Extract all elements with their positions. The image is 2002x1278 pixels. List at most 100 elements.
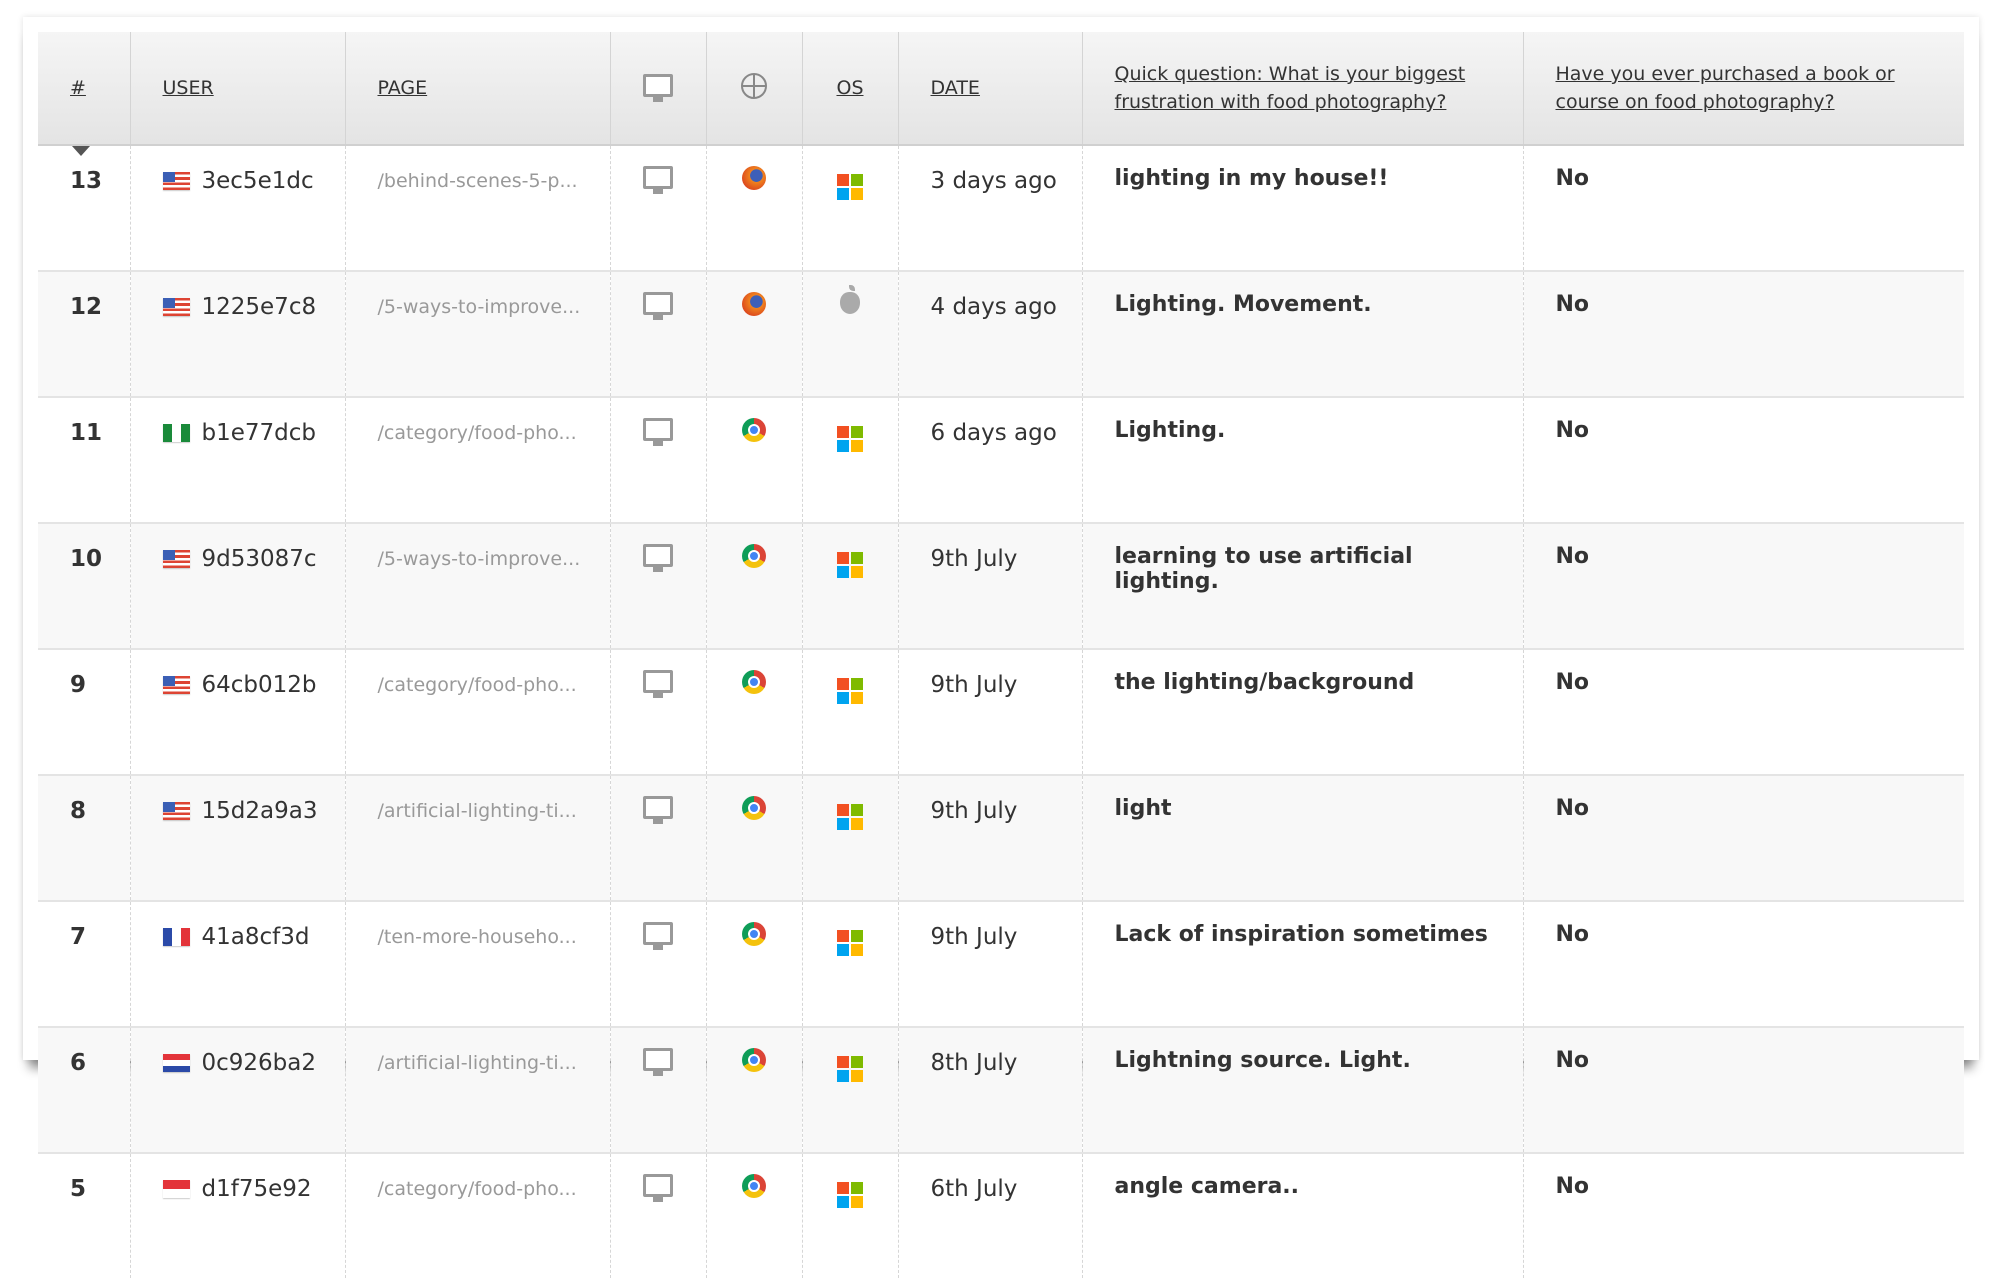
page-cell[interactable]: /5-ways-to-improve... bbox=[345, 271, 611, 398]
user-cell[interactable]: 15d2a9a3 bbox=[130, 775, 346, 902]
browser-cell bbox=[706, 649, 803, 776]
answer-q1: light bbox=[1082, 775, 1524, 902]
col-num[interactable]: # bbox=[38, 32, 131, 156]
sort-date-link[interactable]: DATE bbox=[930, 77, 980, 99]
col-browser[interactable] bbox=[706, 32, 803, 146]
monitor-icon[interactable] bbox=[643, 74, 673, 102]
answer-q1: Lightning source. Light. bbox=[1082, 1027, 1524, 1154]
user-cell[interactable]: b1e77dcb bbox=[130, 397, 346, 524]
chrome-icon bbox=[742, 1174, 766, 1198]
row-number: 8 bbox=[38, 775, 131, 902]
user-cell[interactable]: 1225e7c8 bbox=[130, 271, 346, 398]
flag-us-icon bbox=[162, 172, 190, 190]
answer-q2: No bbox=[1523, 271, 1964, 398]
os-cell bbox=[802, 145, 899, 272]
answer-q2: No bbox=[1523, 1027, 1964, 1154]
os-cell bbox=[802, 649, 899, 776]
answer-q1: learning to use artificial lighting. bbox=[1082, 523, 1524, 650]
desktop-icon bbox=[643, 418, 673, 446]
user-id[interactable]: 0c926ba2 bbox=[201, 1050, 317, 1076]
chrome-icon bbox=[742, 418, 766, 442]
row-number: 9 bbox=[38, 649, 131, 776]
row-number: 13 bbox=[38, 145, 131, 272]
table-row[interactable]: 10 9d53087c/5-ways-to-improve... 9th July l… bbox=[38, 523, 1964, 650]
device-cell bbox=[610, 901, 707, 1028]
os-cell bbox=[802, 397, 899, 524]
user-id[interactable]: 64cb012b bbox=[201, 672, 317, 698]
user-id[interactable]: 41a8cf3d bbox=[201, 924, 310, 950]
col-date[interactable]: DATE bbox=[898, 32, 1083, 146]
os-cell bbox=[802, 775, 899, 902]
answer-q2: No bbox=[1523, 145, 1964, 272]
os-cell bbox=[802, 523, 899, 650]
os-cell bbox=[802, 271, 899, 398]
user-cell[interactable]: 3ec5e1dc bbox=[130, 145, 346, 272]
col-device[interactable] bbox=[610, 32, 707, 146]
table-row[interactable]: 7 41a8cf3d/ten-more-househo... 9th July Lac… bbox=[38, 901, 1964, 1028]
answer-q2: No bbox=[1523, 649, 1964, 776]
answer-q1: the lighting/background bbox=[1082, 649, 1524, 776]
table-row[interactable]: 11 b1e77dcb/category/food-pho... 6 days ag… bbox=[38, 397, 1964, 524]
user-id[interactable]: 15d2a9a3 bbox=[201, 798, 318, 824]
date-cell: 9th July bbox=[898, 523, 1083, 650]
user-id[interactable]: d1f75e92 bbox=[201, 1176, 312, 1202]
page-cell[interactable]: /5-ways-to-improve... bbox=[345, 523, 611, 650]
desktop-icon bbox=[643, 670, 673, 698]
browser-cell bbox=[706, 523, 803, 650]
page-cell[interactable]: /artificial-lighting-ti... bbox=[345, 775, 611, 902]
sort-os-link[interactable]: OS bbox=[836, 77, 864, 99]
page-cell[interactable]: /ten-more-househo... bbox=[345, 901, 611, 1028]
table-row[interactable]: 5 d1f75e92/category/food-pho... 6th July an… bbox=[38, 1153, 1964, 1278]
table-row[interactable]: 12 1225e7c8/5-ways-to-improve... 4 days ag… bbox=[38, 271, 1964, 398]
firefox-icon bbox=[742, 292, 766, 316]
header-row: # USER PAGE OS DATE Quick question: What… bbox=[38, 32, 1964, 156]
globe-icon[interactable] bbox=[741, 72, 767, 99]
chrome-icon bbox=[742, 544, 766, 568]
date-cell: 3 days ago bbox=[898, 145, 1083, 272]
flag-us-icon bbox=[162, 298, 190, 316]
table-row[interactable]: 6 0c926ba2/artificial-lighting-ti... 8th J… bbox=[38, 1027, 1964, 1154]
col-page[interactable]: PAGE bbox=[345, 32, 611, 146]
page-cell[interactable]: /category/food-pho... bbox=[345, 649, 611, 776]
page-cell[interactable]: /category/food-pho... bbox=[345, 397, 611, 524]
table-row[interactable]: 13 3ec5e1dc/behind-scenes-5-p... 3 days ag… bbox=[38, 145, 1964, 272]
page-cell[interactable]: /behind-scenes-5-p... bbox=[345, 145, 611, 272]
user-id[interactable]: 1225e7c8 bbox=[201, 294, 317, 320]
flag-id-icon bbox=[162, 1180, 190, 1198]
sort-num-link[interactable]: # bbox=[70, 77, 86, 99]
user-id[interactable]: 3ec5e1dc bbox=[201, 168, 314, 194]
answer-q1: lighting in my house!! bbox=[1082, 145, 1524, 272]
user-cell[interactable]: 41a8cf3d bbox=[130, 901, 346, 1028]
page-cell[interactable]: /artificial-lighting-ti... bbox=[345, 1027, 611, 1154]
sort-user-link[interactable]: USER bbox=[162, 77, 214, 99]
sort-q1-link[interactable]: Quick question: What is your biggest fru… bbox=[1114, 63, 1466, 113]
user-cell[interactable]: 0c926ba2 bbox=[130, 1027, 346, 1154]
browser-cell bbox=[706, 1027, 803, 1154]
sort-page-link[interactable]: PAGE bbox=[377, 77, 428, 99]
table-row[interactable]: 8 15d2a9a3/artificial-lighting-ti... 9th J… bbox=[38, 775, 1964, 902]
user-id[interactable]: 9d53087c bbox=[201, 546, 317, 572]
table-row[interactable]: 9 64cb012b/category/food-pho... 9th July th… bbox=[38, 649, 1964, 776]
os-cell bbox=[802, 901, 899, 1028]
user-cell[interactable]: d1f75e92 bbox=[130, 1153, 346, 1278]
browser-cell bbox=[706, 397, 803, 524]
chrome-icon bbox=[742, 796, 766, 820]
device-cell bbox=[610, 523, 707, 650]
date-cell: 9th July bbox=[898, 649, 1083, 776]
user-id[interactable]: b1e77dcb bbox=[201, 420, 317, 446]
sort-q2-link[interactable]: Have you ever purchased a book or course… bbox=[1555, 63, 1895, 113]
date-cell: 6 days ago bbox=[898, 397, 1083, 524]
col-question-1[interactable]: Quick question: What is your biggest fru… bbox=[1082, 32, 1524, 146]
col-question-2[interactable]: Have you ever purchased a book or course… bbox=[1523, 32, 1964, 146]
col-os[interactable]: OS bbox=[802, 32, 899, 146]
user-cell[interactable]: 64cb012b bbox=[130, 649, 346, 776]
date-cell: 4 days ago bbox=[898, 271, 1083, 398]
page-cell[interactable]: /category/food-pho... bbox=[345, 1153, 611, 1278]
col-user[interactable]: USER bbox=[130, 32, 346, 146]
windows-icon bbox=[837, 552, 863, 578]
os-cell bbox=[802, 1027, 899, 1154]
device-cell bbox=[610, 145, 707, 272]
windows-icon bbox=[837, 678, 863, 704]
user-cell[interactable]: 9d53087c bbox=[130, 523, 346, 650]
desktop-icon bbox=[643, 1048, 673, 1076]
